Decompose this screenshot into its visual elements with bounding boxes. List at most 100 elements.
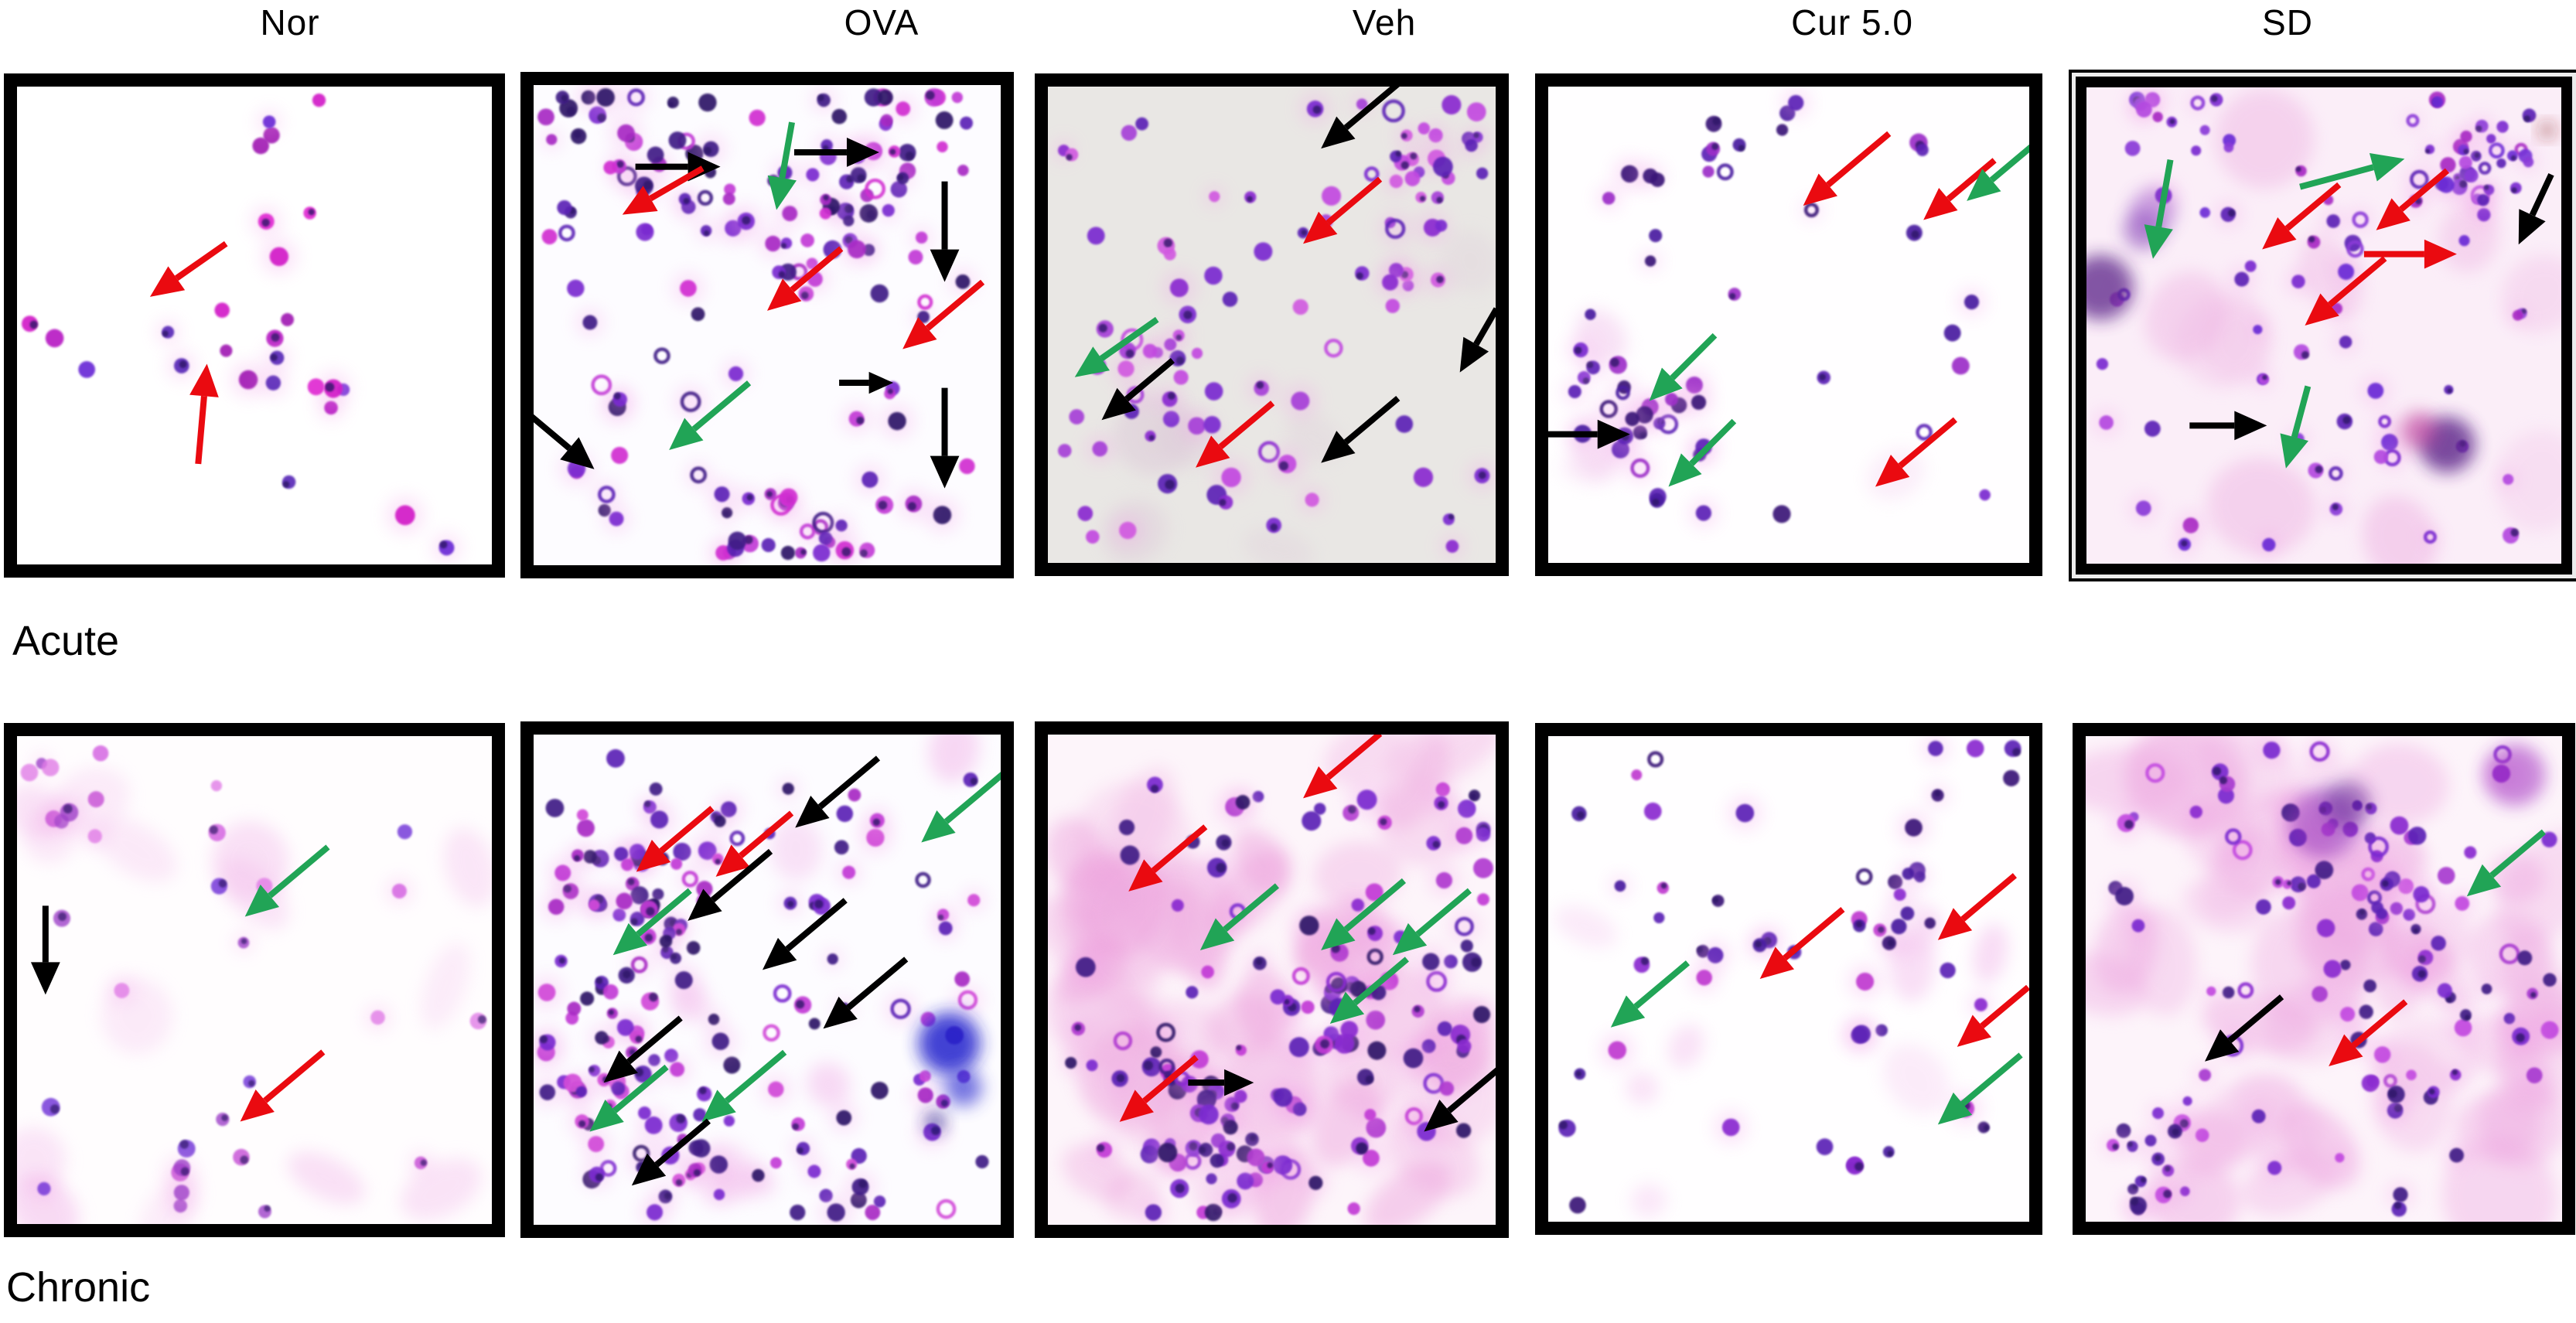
cell: [2486, 134, 2496, 144]
cell-nucleus: [1911, 230, 1919, 239]
cell-nucleus: [2425, 148, 2431, 154]
cell: [2182, 1096, 2192, 1106]
cell: [2189, 805, 2202, 819]
cell: [312, 93, 326, 107]
cell: [782, 206, 798, 222]
cell-nucleus: [646, 907, 655, 916]
cell-nucleus: [420, 1159, 427, 1166]
cell-nucleus: [2342, 416, 2351, 425]
cell-nucleus: [664, 935, 671, 943]
stain-smudge: [17, 1127, 67, 1192]
cell: [603, 160, 618, 175]
cell-nucleus: [2012, 748, 2021, 757]
cell-nucleus: [539, 1035, 548, 1044]
stain-smudge: [770, 817, 823, 881]
ring-cell: [1916, 424, 1933, 441]
cell: [1347, 1202, 1360, 1216]
cell: [1691, 394, 1707, 410]
cell: [1608, 1041, 1627, 1060]
cell-nucleus: [2451, 1069, 2458, 1076]
red-arrow-icon: [240, 1049, 326, 1122]
cell: [1135, 117, 1149, 131]
cell: [262, 115, 276, 128]
cell-halo: [2303, 736, 2336, 768]
cell: [698, 93, 717, 112]
cell: [1979, 489, 1991, 501]
cell: [617, 124, 635, 142]
cell: [1928, 741, 1943, 756]
stain-smudge: [1442, 230, 1496, 293]
cell-nucleus: [1887, 939, 1895, 947]
cell: [649, 782, 663, 796]
cell-nucleus: [1401, 132, 1407, 139]
cell: [1974, 997, 1988, 1011]
black-arrow-icon: [1459, 307, 1496, 373]
red-arrow-icon: [1303, 176, 1383, 244]
ring-cell: [2499, 943, 2520, 964]
cell-nucleus: [1098, 323, 1107, 332]
ring-cell: [653, 347, 670, 364]
cell: [596, 88, 615, 107]
cell: [714, 486, 730, 503]
micrograph-panel-acute-cur5: [1535, 73, 2042, 576]
ring-cell: [627, 88, 645, 107]
cell: [1209, 191, 1220, 203]
micrograph-svg-chronic-veh: [1048, 735, 1496, 1225]
cell-nucleus: [221, 1114, 228, 1121]
stain-smudge: [288, 1151, 365, 1205]
cell-halo: [2186, 92, 2209, 114]
cell-nucleus: [1256, 381, 1264, 389]
cell: [1444, 954, 1458, 969]
cell-halo: [795, 519, 820, 544]
cell-nucleus: [2112, 1143, 2119, 1151]
red-arrow-icon: [2329, 999, 2408, 1067]
ring-cell: [917, 294, 933, 310]
cell: [1893, 888, 1906, 901]
cell-nucleus: [2127, 1141, 2133, 1147]
cell-nucleus: [940, 1100, 949, 1107]
ring-cell: [681, 871, 699, 888]
cell: [2464, 169, 2479, 183]
cell-nucleus: [2511, 187, 2517, 193]
ring-cell: [729, 830, 746, 847]
cell: [1472, 1005, 1491, 1024]
stain-smudge: [1882, 1043, 1950, 1114]
cell: [2151, 1107, 2165, 1120]
cell-nucleus: [1575, 1070, 1582, 1077]
ring-cell: [773, 984, 792, 1003]
cell-aggregate: [2483, 744, 2546, 806]
cell: [2131, 919, 2145, 933]
cell: [2454, 1018, 2472, 1037]
column-label-ova: OVA: [844, 2, 920, 43]
cell: [836, 1110, 852, 1126]
cell-aggregate: [2086, 254, 2134, 320]
cell: [1171, 898, 1184, 912]
cell: [1145, 1204, 1162, 1221]
cell-nucleus: [841, 547, 851, 557]
red-arrow-icon: [622, 165, 705, 215]
cell: [1158, 1142, 1178, 1163]
cell-halo: [623, 85, 650, 111]
cell-nucleus: [780, 243, 787, 249]
cell-nucleus: [57, 912, 67, 922]
cell-nucleus: [675, 1178, 683, 1186]
cell: [752, 1168, 765, 1182]
cell: [728, 366, 744, 381]
cell-nucleus: [2315, 465, 2323, 474]
cell: [537, 984, 556, 1001]
cell: [1334, 1033, 1355, 1054]
cell: [1404, 170, 1421, 186]
cell-nucleus: [778, 271, 786, 278]
stain-smudge: [928, 735, 980, 783]
cell: [2244, 260, 2257, 272]
cell: [2003, 769, 2020, 786]
cell-halo: [677, 866, 703, 892]
red-arrow-icon: [636, 806, 715, 872]
cell: [1721, 1118, 1740, 1137]
cell-nucleus: [1712, 117, 1721, 125]
stain-smudge: [1364, 1161, 1451, 1225]
cell: [647, 1204, 664, 1221]
cell-aggregate: [2540, 124, 2554, 137]
cell: [693, 1108, 707, 1122]
cell-nucleus: [668, 101, 674, 107]
